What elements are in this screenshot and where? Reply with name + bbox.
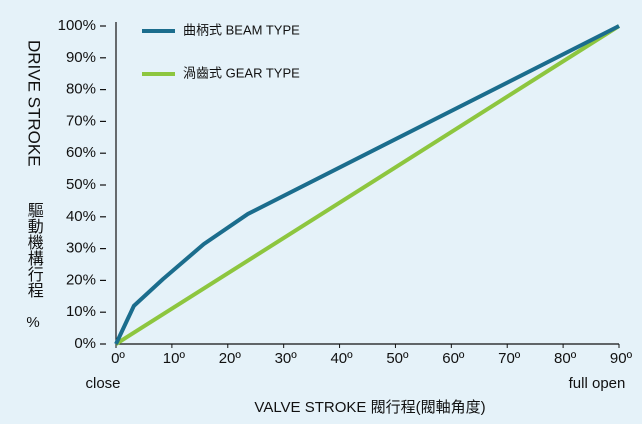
x-tick-label: 30º bbox=[275, 350, 298, 367]
y-tick-label: 80% bbox=[66, 81, 96, 98]
x-axis-label: VALVE STROKE 閥行程(閥軸角度) bbox=[254, 399, 485, 416]
y-tick-label: 10% bbox=[66, 303, 96, 320]
y-tick-label: 20% bbox=[66, 271, 96, 288]
y-tick-label: 90% bbox=[66, 49, 96, 66]
y-axis-unit: % bbox=[26, 314, 39, 331]
y-tick-label: 0% bbox=[74, 335, 96, 352]
x-tick-label: 40º bbox=[330, 350, 353, 367]
y-tick-label: 50% bbox=[66, 176, 96, 193]
y-tick-label: 100% bbox=[58, 17, 96, 34]
legend-label: 渦齒式 GEAR TYPE bbox=[183, 65, 300, 80]
y-tick-label: 40% bbox=[66, 208, 96, 225]
x-tick-label: 80º bbox=[554, 350, 577, 367]
x-tick-label: 10º bbox=[163, 350, 186, 367]
x-tick-label: 0º bbox=[111, 350, 125, 367]
y-axis-label-cn: 驅動機構行程 bbox=[25, 202, 44, 298]
y-tick-label: 30% bbox=[66, 240, 96, 257]
x-tick-label: 50º bbox=[386, 350, 409, 367]
y-tick-label: 70% bbox=[66, 112, 96, 129]
annotation: close bbox=[85, 375, 120, 392]
x-tick-label: 70º bbox=[498, 350, 521, 367]
legend-label: 曲柄式 BEAM TYPE bbox=[183, 22, 300, 37]
x-tick-label: 90º bbox=[610, 350, 633, 367]
x-tick-label: 20º bbox=[219, 350, 242, 367]
annotation: full open bbox=[569, 375, 626, 392]
y-axis-label: DRIVE STROKE bbox=[25, 40, 44, 167]
y-tick-label: 60% bbox=[66, 144, 96, 161]
line-series bbox=[114, 24, 620, 345]
x-tick-label: 60º bbox=[442, 350, 465, 367]
line-series bbox=[114, 24, 621, 346]
